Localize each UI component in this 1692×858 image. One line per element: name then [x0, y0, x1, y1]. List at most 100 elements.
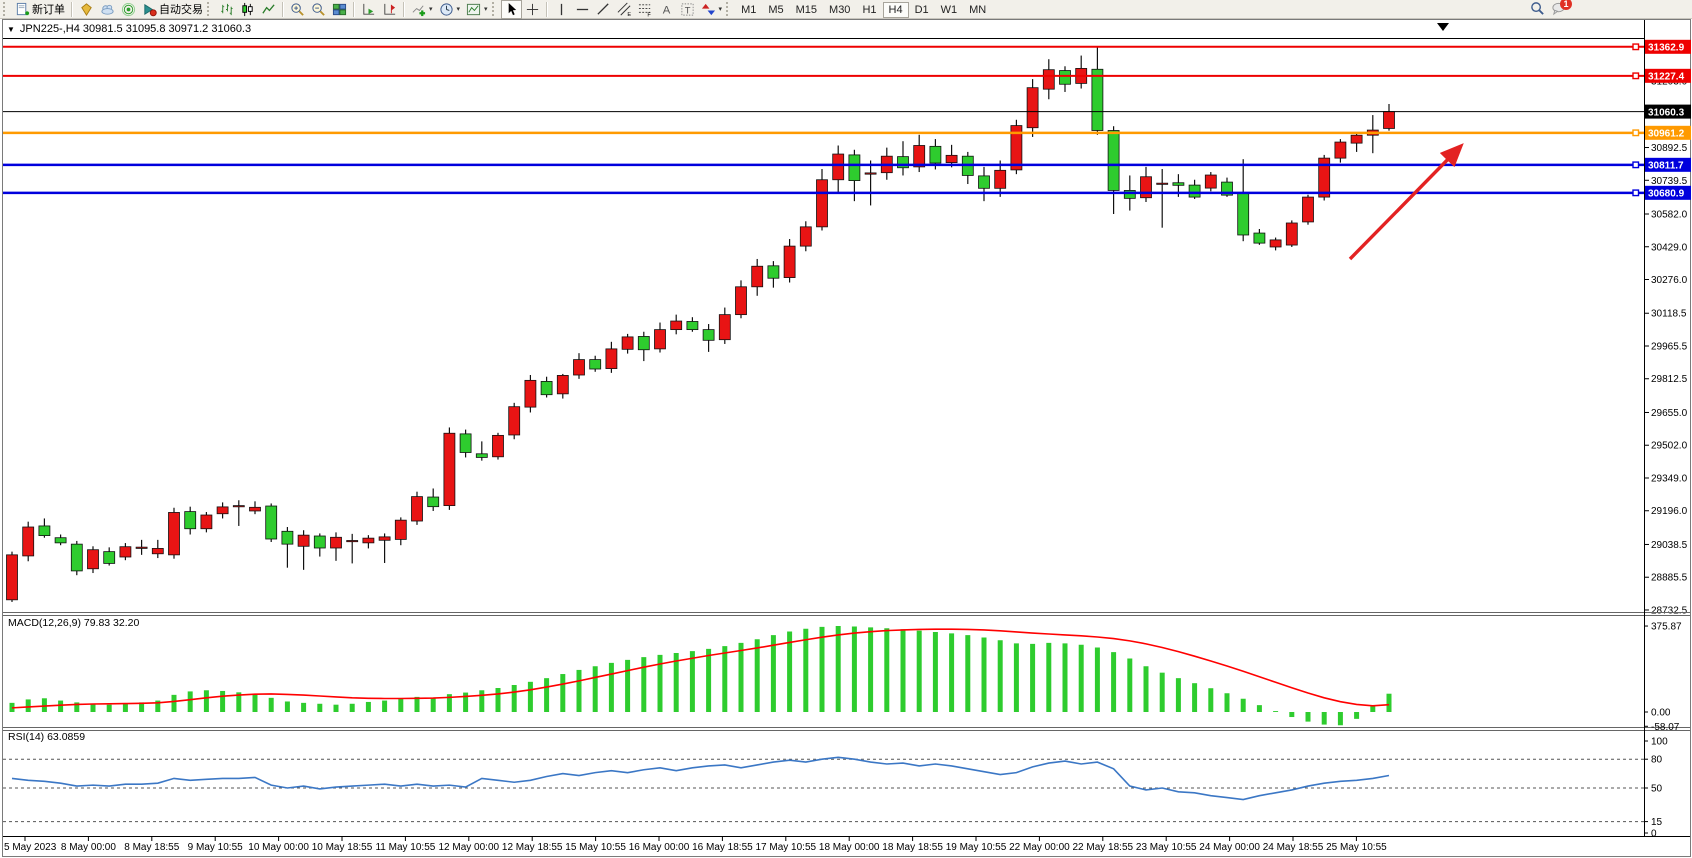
macd-panel: [9, 626, 1392, 726]
line-handle[interactable]: [1632, 129, 1640, 137]
price-axis-tick: 30118.5: [1651, 309, 1687, 320]
toolbar-grip[interactable]: [491, 2, 498, 16]
bar-chart-mode-button[interactable]: [216, 0, 237, 19]
candle-body: [1237, 192, 1250, 236]
horizontal-line-tool[interactable]: [572, 0, 593, 19]
candle-body: [1156, 182, 1169, 185]
arrows-tool[interactable]: ▾: [698, 0, 726, 19]
auto-scroll-button[interactable]: [358, 0, 379, 19]
candle-body: [783, 245, 796, 278]
price-axis-tick: 30429.0: [1651, 242, 1688, 253]
periods-button[interactable]: ▾: [436, 0, 464, 19]
candle-body: [524, 379, 537, 408]
candle-body: [1091, 68, 1104, 131]
time-axis-label: 10 May 18:55: [312, 842, 373, 853]
candle-body: [978, 175, 990, 189]
candlestick-icon: [242, 2, 253, 16]
candle-body: [492, 434, 504, 458]
line-handle[interactable]: [1632, 43, 1640, 51]
time-axis-label: 18 May 18:55: [882, 842, 943, 853]
candle-body: [1123, 190, 1136, 199]
candle-body: [1350, 134, 1363, 144]
candle-body: [443, 432, 456, 507]
indicators-dropdown-icon[interactable]: ▾: [429, 6, 433, 13]
trendline-tool[interactable]: [593, 0, 614, 19]
price-axis-tick: 30739.5: [1651, 176, 1688, 187]
text-tool[interactable]: A: [656, 0, 677, 19]
search-icon[interactable]: [1530, 1, 1545, 16]
timeframe-d1[interactable]: D1: [914, 4, 929, 16]
timeframe-m1[interactable]: M1: [741, 4, 757, 16]
tile-windows-button[interactable]: [329, 0, 350, 19]
candle-body: [1383, 111, 1395, 129]
timeframe-mn[interactable]: MN: [969, 4, 987, 16]
chart-shift-icon: [384, 3, 396, 15]
rsi-axis-label: 15: [1651, 817, 1663, 828]
fibonacci-tool[interactable]: F: [635, 0, 656, 19]
candle-body: [411, 496, 423, 522]
notifications-button[interactable]: 1: [1551, 0, 1578, 16]
trendline-icon: [596, 2, 609, 15]
timeframe-m15[interactable]: M15: [795, 4, 818, 16]
zoom-out-button[interactable]: [308, 0, 329, 19]
crosshair-tool-button[interactable]: [522, 0, 543, 19]
cursor-tool-button[interactable]: [500, 0, 522, 19]
chart-shift-marker[interactable]: [1437, 23, 1449, 31]
ohlc-collapse-icon[interactable]: ▼: [7, 24, 15, 34]
market-watch-button[interactable]: [76, 0, 97, 19]
timeframe-m30[interactable]: M30: [829, 4, 851, 16]
arrows-dropdown-icon[interactable]: ▾: [718, 6, 723, 13]
candle-body: [394, 519, 407, 540]
navigator-button[interactable]: [118, 0, 139, 19]
candle-body: [864, 172, 877, 175]
candle-body: [70, 543, 83, 572]
toolbar-grip[interactable]: [207, 2, 213, 16]
candle-body: [897, 156, 909, 169]
channel-tool[interactable]: E: [614, 0, 635, 19]
templates-dropdown-icon[interactable]: ▾: [484, 6, 488, 13]
new-order-button[interactable]: 新订单: [12, 0, 68, 19]
svg-text:F: F: [647, 12, 651, 16]
line-handle[interactable]: [1632, 161, 1640, 169]
candle-body: [1188, 184, 1201, 198]
timeframe-m5[interactable]: M5: [768, 4, 784, 16]
zoom-in-button[interactable]: [287, 0, 308, 19]
candle-body: [313, 535, 326, 549]
vertical-line-tool[interactable]: [551, 0, 572, 19]
timeframe-w1[interactable]: W1: [940, 4, 958, 16]
clock-icon: [439, 2, 453, 16]
arrow-annotation[interactable]: [1348, 143, 1464, 261]
candle-body: [670, 320, 683, 331]
candlestick-mode-button[interactable]: [237, 0, 258, 19]
text-label-tool[interactable]: T: [677, 0, 698, 19]
candle-body: [735, 286, 747, 316]
macd-axis-label: 375.87: [1651, 622, 1682, 633]
candle-body: [362, 537, 375, 544]
price-level-label: [1645, 39, 1691, 54]
time-axis-label: 18 May 00:00: [819, 842, 880, 853]
templates-button[interactable]: ▾: [463, 0, 491, 19]
timeframe-h1[interactable]: H1: [862, 4, 877, 16]
timeframe-group: M1 M5 M15 M30 H1 H4 D1 W1 MN: [735, 0, 992, 18]
line-handle[interactable]: [1632, 72, 1640, 80]
time-axis-label: 8 May 00:00: [61, 842, 116, 853]
line-handle[interactable]: [1632, 189, 1640, 197]
line-chart-mode-button[interactable]: [258, 0, 279, 19]
timeframe-h4[interactable]: H4: [882, 2, 909, 18]
candle-body: [751, 265, 764, 288]
toolbar-grip[interactable]: [726, 2, 732, 16]
candle-body: [6, 554, 18, 601]
data-window-button[interactable]: [97, 0, 118, 19]
indicators-icon: [412, 4, 426, 16]
candle-body: [281, 530, 294, 545]
equidistant-channel-icon: E: [617, 2, 631, 17]
candle-body: [1285, 222, 1298, 246]
tile-windows-icon: [332, 3, 347, 15]
chart-shift-button[interactable]: [379, 0, 400, 19]
price-level-label: [1645, 104, 1691, 119]
indicators-button[interactable]: ▾: [408, 0, 436, 19]
autotrading-button[interactable]: 自动交易: [139, 0, 206, 19]
periods-dropdown-icon[interactable]: ▾: [456, 6, 461, 13]
toolbar-grip[interactable]: [3, 2, 9, 16]
